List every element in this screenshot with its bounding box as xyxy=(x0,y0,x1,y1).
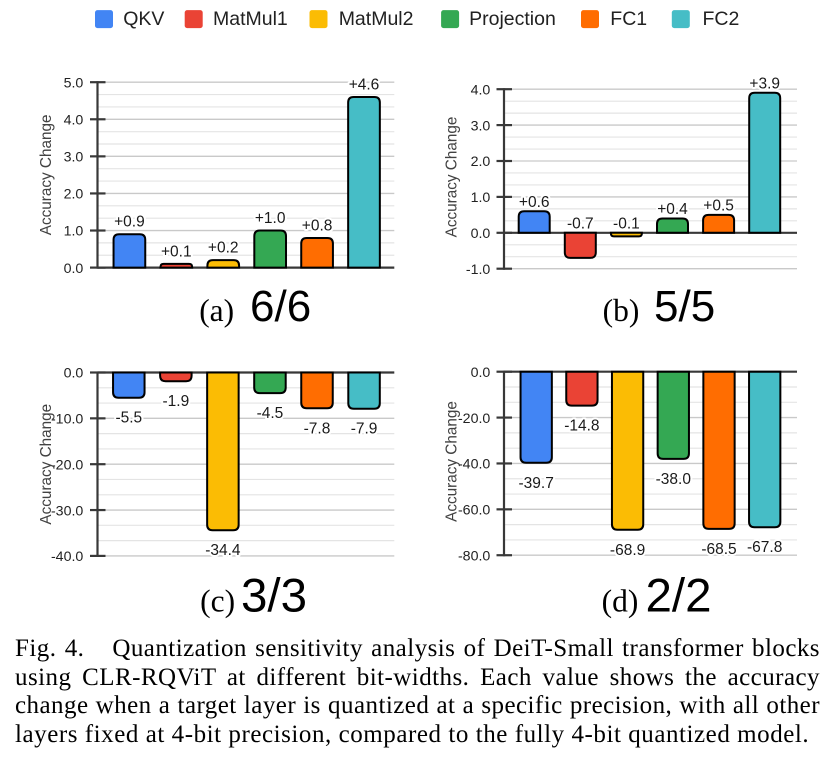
svg-text:3.0: 3.0 xyxy=(471,118,491,134)
svg-text:Accuracy Change: Accuracy Change xyxy=(443,117,460,238)
svg-text:-39.7: -39.7 xyxy=(519,475,554,492)
svg-text:-14.8: -14.8 xyxy=(564,418,599,435)
svg-text:+0.5: +0.5 xyxy=(703,198,734,215)
svg-text:-0.1: -0.1 xyxy=(613,216,640,233)
svg-text:0.0: 0.0 xyxy=(471,226,491,242)
svg-text:+0.9: +0.9 xyxy=(114,214,145,231)
svg-text:Accuracy Change: Accuracy Change xyxy=(443,401,460,522)
svg-text:-4.5: -4.5 xyxy=(257,405,284,422)
svg-text:-5.5: -5.5 xyxy=(115,410,142,427)
svg-text:-30.0: -30.0 xyxy=(51,503,83,519)
svg-text:QKV: QKV xyxy=(123,8,164,30)
svg-text:-80.0: -80.0 xyxy=(458,548,490,564)
svg-text:Accuracy Change: Accuracy Change xyxy=(38,404,55,525)
svg-text:-38.0: -38.0 xyxy=(656,471,692,488)
svg-text:(d): (d) xyxy=(602,584,639,619)
svg-text:+0.1: +0.1 xyxy=(161,243,192,260)
svg-text:-34.4: -34.4 xyxy=(205,542,241,559)
svg-text:3/3: 3/3 xyxy=(241,570,307,621)
svg-text:+0.2: +0.2 xyxy=(208,240,239,257)
svg-text:+4.6: +4.6 xyxy=(349,77,380,94)
svg-text:4.0: 4.0 xyxy=(471,82,491,98)
svg-text:-1.9: -1.9 xyxy=(162,393,189,410)
svg-text:-68.5: -68.5 xyxy=(701,541,736,558)
svg-text:5.0: 5.0 xyxy=(64,75,84,91)
svg-text:FC2: FC2 xyxy=(703,8,740,30)
svg-text:2.0: 2.0 xyxy=(471,154,491,170)
svg-text:+0.4: +0.4 xyxy=(657,201,688,218)
svg-text:0.0: 0.0 xyxy=(471,365,491,381)
svg-text:-20.0: -20.0 xyxy=(458,411,490,427)
svg-text:-60.0: -60.0 xyxy=(458,503,490,519)
svg-text:-40.0: -40.0 xyxy=(458,457,490,473)
svg-text:-10.0: -10.0 xyxy=(51,412,83,428)
svg-text:4.0: 4.0 xyxy=(64,112,84,128)
svg-text:+0.8: +0.8 xyxy=(302,217,333,234)
svg-text:2.0: 2.0 xyxy=(64,187,84,203)
svg-text:0.0: 0.0 xyxy=(64,261,84,277)
svg-text:2/2: 2/2 xyxy=(646,570,712,621)
svg-text:+1.0: +1.0 xyxy=(255,210,286,227)
svg-text:Accuracy Change: Accuracy Change xyxy=(38,115,55,236)
svg-text:(b): (b) xyxy=(603,293,640,328)
svg-text:-67.8: -67.8 xyxy=(747,539,782,556)
svg-text:-0.7: -0.7 xyxy=(567,216,594,233)
svg-text:Projection: Projection xyxy=(469,8,556,30)
svg-text:1.0: 1.0 xyxy=(471,190,491,206)
svg-text:-20.0: -20.0 xyxy=(51,457,83,473)
svg-text:+0.6: +0.6 xyxy=(519,194,550,211)
svg-text:-68.9: -68.9 xyxy=(610,542,645,559)
svg-text:-7.9: -7.9 xyxy=(351,421,378,438)
svg-text:-40.0: -40.0 xyxy=(51,549,83,565)
svg-text:6/6: 6/6 xyxy=(250,282,311,331)
svg-text:5/5: 5/5 xyxy=(654,282,715,331)
svg-text:3.0: 3.0 xyxy=(64,150,84,166)
svg-text:+3.9: +3.9 xyxy=(749,76,780,93)
svg-text:1.0: 1.0 xyxy=(64,224,84,240)
svg-text:MatMul1: MatMul1 xyxy=(213,8,288,30)
svg-text:(c): (c) xyxy=(200,584,235,619)
svg-text:FC1: FC1 xyxy=(610,8,647,30)
svg-text:(a): (a) xyxy=(199,293,234,328)
svg-text:-7.8: -7.8 xyxy=(304,420,331,437)
svg-text:0.0: 0.0 xyxy=(64,366,84,382)
svg-text:-1.0: -1.0 xyxy=(466,262,491,278)
svg-text:MatMul2: MatMul2 xyxy=(339,8,414,30)
